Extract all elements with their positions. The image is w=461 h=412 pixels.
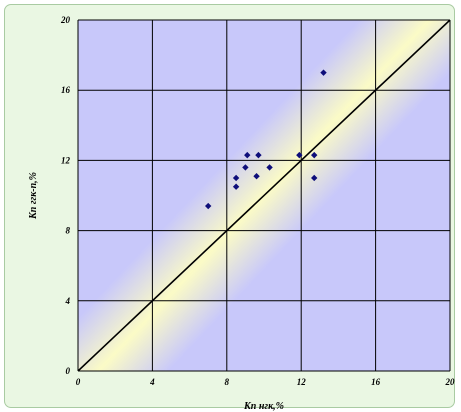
y-tick-label: 16 <box>61 85 71 95</box>
y-tick-label: 20 <box>60 15 71 25</box>
data-point <box>255 151 262 159</box>
x-tick-label: 0 <box>76 377 81 387</box>
data-point <box>242 164 249 171</box>
x-tick-label: 4 <box>149 377 155 387</box>
y-tick-label: 4 <box>65 296 71 306</box>
data-point <box>266 164 273 171</box>
x-tick-label: 16 <box>371 377 381 387</box>
grid <box>77 19 451 372</box>
reference-line <box>78 20 450 371</box>
data-point <box>253 172 260 180</box>
data-point <box>320 69 327 76</box>
data-point <box>205 202 212 210</box>
data-points <box>205 69 327 210</box>
x-tick-label: 12 <box>297 377 307 387</box>
y-axis-label: Кп ггк-п,% <box>28 172 39 220</box>
data-point <box>311 174 318 182</box>
y-tick-label: 0 <box>66 366 71 376</box>
x-tick-label: 20 <box>445 377 456 387</box>
data-point <box>311 151 318 159</box>
x-tick-label: 8 <box>225 377 230 387</box>
data-point <box>232 174 240 182</box>
x-axis-label: Кп нгк,% <box>243 401 284 412</box>
data-point <box>232 183 240 190</box>
data-point <box>296 151 303 159</box>
y-tick-label: 12 <box>61 155 71 165</box>
tick-labels: 0 4 8 12 16 20 0 4 8 12 16 20 <box>60 15 455 387</box>
y-tick-label: 8 <box>66 226 71 236</box>
data-point <box>244 151 251 159</box>
